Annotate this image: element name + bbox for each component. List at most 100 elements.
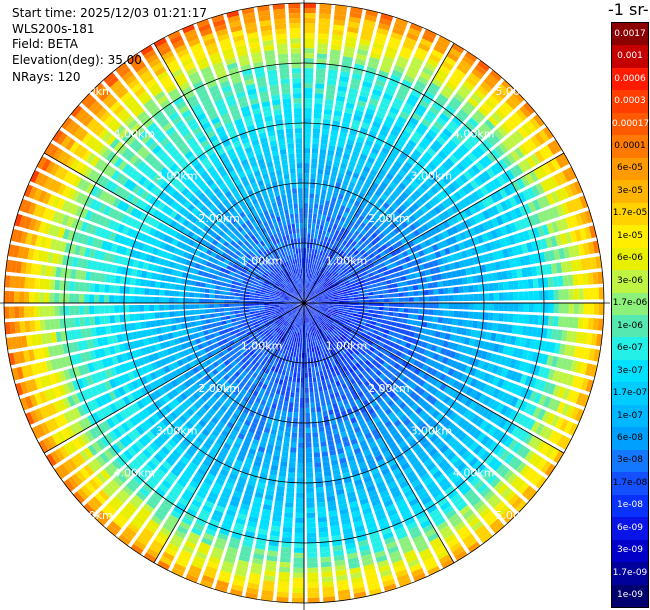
- ray-bin: [306, 288, 308, 294]
- ray-bin: [354, 356, 361, 362]
- ray-bin: [309, 290, 314, 296]
- ray-bin: [546, 328, 553, 340]
- ray-bin: [337, 331, 343, 337]
- ray-bin: [391, 102, 402, 111]
- ray-bin: [305, 327, 308, 333]
- ray-bin: [305, 268, 308, 274]
- ray-bin: [410, 193, 418, 202]
- ray-bin: [486, 363, 495, 373]
- ray-bin: [484, 119, 496, 131]
- ray-bin: [410, 373, 418, 382]
- ray-bin: [317, 284, 322, 289]
- ray-bin: [366, 268, 373, 274]
- ray-bin: [342, 260, 349, 266]
- ray-bin: [566, 166, 577, 180]
- ray-bin: [395, 260, 402, 267]
- ray-bin: [421, 169, 430, 178]
- ray-bin: [385, 46, 398, 55]
- ray-bin: [422, 262, 430, 270]
- ray-bin: [331, 251, 337, 257]
- ray-bin: [318, 245, 322, 251]
- ray-bin: [325, 195, 332, 202]
- ray-bin: [493, 500, 506, 513]
- ray-bin: [330, 269, 336, 275]
- ray-bin: [388, 298, 394, 302]
- ray-bin: [375, 111, 386, 120]
- ray-bin: [314, 93, 324, 99]
- ray-bin: [588, 287, 594, 300]
- ray-bin: [527, 201, 537, 213]
- ray-bin: [447, 279, 453, 287]
- ray-bin: [529, 338, 537, 350]
- ray-bin: [325, 265, 331, 271]
- ray-bin: [344, 107, 354, 115]
- ray-bin: [510, 383, 519, 394]
- ray-bin: [304, 183, 309, 189]
- ray-bin: [320, 375, 325, 382]
- ray-bin: [460, 420, 470, 431]
- ray-bin: [329, 318, 335, 322]
- ray-bin: [360, 279, 366, 284]
- ray-bin: [492, 177, 502, 189]
- ray-bin: [393, 362, 401, 370]
- ray-bin: [305, 283, 307, 289]
- ray-bin: [496, 390, 505, 401]
- ray-bin: [301, 367, 304, 373]
- ray-bin: [501, 392, 510, 403]
- ray-bin: [371, 343, 378, 349]
- ray-bin: [506, 270, 513, 280]
- ray-bin: [304, 23, 316, 29]
- ray-bin: [344, 254, 350, 261]
- ray-bin: [516, 268, 523, 278]
- ray-bin: [425, 211, 433, 220]
- ray-bin: [276, 591, 289, 598]
- ray-bin: [283, 401, 289, 407]
- ray-bin: [317, 277, 322, 283]
- ray-bin: [379, 327, 385, 333]
- ray-bin: [411, 180, 420, 189]
- ray-bin: [496, 175, 507, 186]
- ray-bin: [314, 249, 318, 255]
- ray-bin: [283, 522, 293, 528]
- ray-bin: [484, 183, 494, 194]
- ray-bin: [298, 357, 302, 363]
- ray-bin: [276, 404, 283, 411]
- ray-bin: [353, 200, 361, 208]
- ray-bin: [455, 327, 463, 335]
- ray-bin: [400, 165, 410, 174]
- ray-bin: [313, 299, 319, 302]
- ray-bin: [282, 405, 288, 412]
- ray-bin: [383, 289, 389, 294]
- ray-bin: [495, 333, 502, 343]
- ray-bin: [304, 38, 315, 44]
- ray-bin: [459, 173, 469, 184]
- ray-bin: [523, 203, 532, 215]
- ray-bin: [585, 379, 594, 393]
- ray-bin: [402, 313, 409, 319]
- ray-bin: [398, 345, 405, 352]
- ray-bin: [552, 384, 561, 397]
- ray-bin: [345, 242, 351, 249]
- ray-bin: [344, 174, 351, 182]
- ray-bin: [370, 224, 378, 232]
- ray-bin: [528, 314, 534, 325]
- ray-bin: [310, 279, 313, 285]
- ray-bin: [322, 123, 330, 130]
- ray-bin: [342, 179, 350, 186]
- ray-bin: [537, 315, 544, 326]
- ray-bin: [344, 270, 350, 276]
- ray-bin: [341, 266, 347, 272]
- ray-bin: [304, 263, 306, 269]
- ray-bin: [457, 417, 466, 427]
- ray-bin: [533, 378, 542, 390]
- ray-bin: [291, 427, 298, 433]
- ray-bin: [348, 297, 354, 301]
- ray-bin: [298, 427, 304, 433]
- ray-bin: [319, 153, 326, 160]
- ray-bin: [482, 155, 493, 166]
- ray-bin: [388, 293, 394, 298]
- ray-bin: [317, 214, 322, 220]
- ray-bin: [509, 94, 521, 107]
- ray-bin: [312, 307, 318, 310]
- ray-bin: [429, 420, 438, 429]
